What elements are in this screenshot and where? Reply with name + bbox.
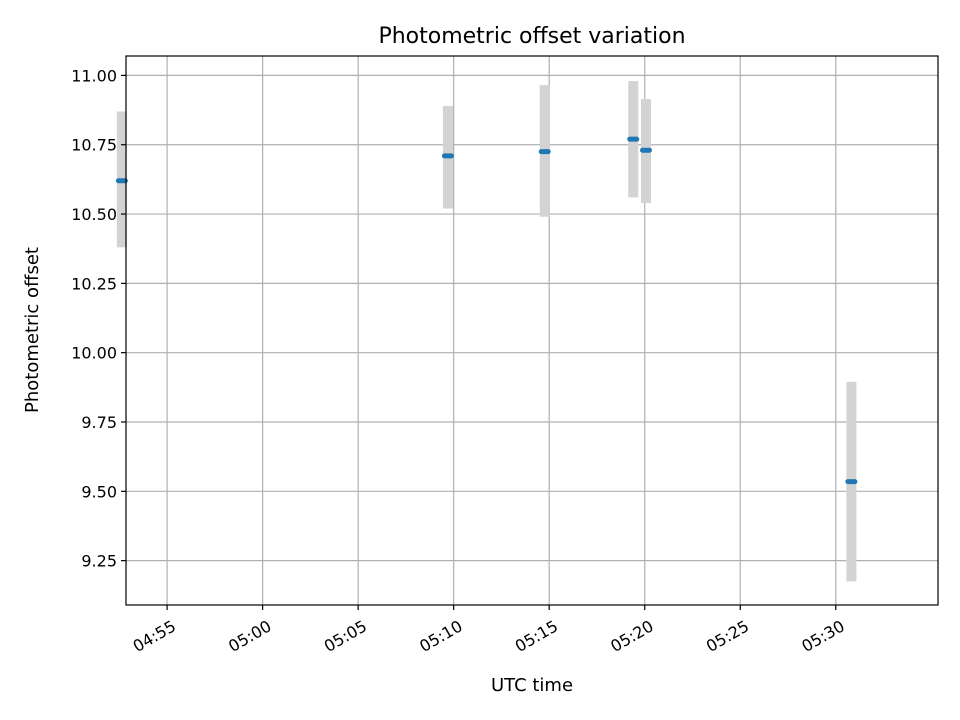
data-points	[115, 136, 858, 485]
y-axis-label: Photometric offset	[22, 247, 43, 413]
y-tick-label: 10.75	[71, 136, 117, 155]
data-point	[639, 147, 652, 153]
y-tick-label: 10.25	[71, 274, 117, 293]
data-point	[441, 153, 454, 159]
data-point	[845, 479, 858, 485]
y-tick-label: 9.75	[81, 413, 117, 432]
chart-title: Photometric offset variation	[378, 24, 685, 49]
y-tick-label: 10.50	[71, 205, 117, 224]
y-tick-label: 10.00	[71, 344, 117, 363]
grid	[126, 56, 938, 605]
data-point	[627, 136, 640, 142]
data-point	[115, 178, 128, 184]
plot-frame	[125, 55, 939, 606]
data-point	[538, 149, 551, 155]
x-axis-label: UTC time	[491, 675, 573, 696]
y-tick-label: 11.00	[71, 66, 117, 85]
y-tick-label: 9.50	[81, 482, 117, 501]
y-axis: 9.25 9.50 9.75 10.00 10.25 10.50 10.75 11.00	[71, 66, 126, 571]
y-tick-label: 9.25	[81, 552, 117, 571]
